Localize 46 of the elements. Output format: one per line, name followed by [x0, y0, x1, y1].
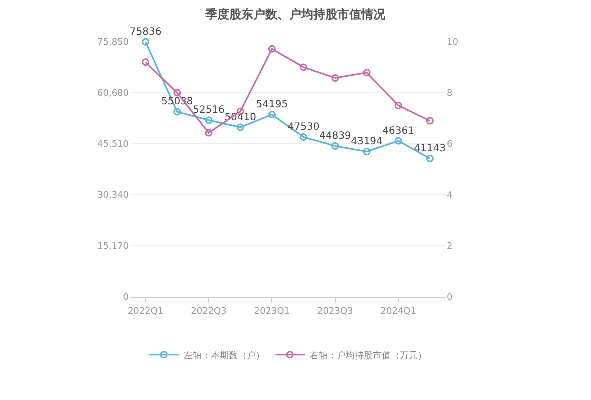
- point: [332, 74, 340, 82]
- y2-tick-label: 4: [447, 191, 453, 202]
- legend-label: 右轴：户均持股市值（万元）: [310, 350, 427, 362]
- point: [174, 108, 182, 116]
- point: [174, 89, 182, 97]
- point: [332, 142, 340, 150]
- point: [268, 45, 276, 53]
- chart-title: 季度股东户数、户均持股市值情况: [204, 7, 386, 22]
- point: [205, 116, 213, 124]
- y2-tick-label: 10: [447, 38, 459, 48]
- x-tick-label: 2022Q3: [191, 306, 227, 317]
- legend-label: 左轴：本期数（户）: [184, 350, 265, 362]
- point: [394, 137, 402, 145]
- point: [236, 124, 244, 132]
- x-tick-label: 2023Q1: [254, 306, 290, 317]
- x-tick-label: 2022Q1: [128, 306, 164, 317]
- data-label: 52516: [193, 105, 225, 116]
- point: [363, 69, 371, 77]
- data-label: 43194: [351, 136, 383, 148]
- y2-tick-label: 0: [447, 293, 453, 304]
- x-tick-label: 2024Q1: [380, 306, 416, 317]
- point: [142, 38, 150, 46]
- point: [300, 133, 308, 141]
- point: [142, 58, 150, 66]
- data-label: 44839: [319, 131, 352, 142]
- y2-tick-label: 6: [447, 140, 453, 150]
- y-tick-label: 75,850: [98, 38, 130, 48]
- data-label: 75836: [130, 26, 162, 38]
- data-label: 41143: [414, 143, 446, 154]
- point: [426, 154, 434, 162]
- y-tick-label: 45,510: [98, 140, 130, 150]
- data-label: 46361: [382, 126, 415, 137]
- point: [426, 117, 434, 125]
- y2-tick-label: 8: [447, 89, 453, 100]
- y-tick-label: 0: [123, 293, 130, 304]
- point: [205, 129, 213, 137]
- point: [394, 102, 402, 110]
- x-tick-label: 2023Q3: [318, 306, 354, 317]
- data-label: 54195: [256, 100, 288, 111]
- y-tick-label: 60,680: [98, 89, 130, 100]
- y-tick-label: 30,340: [98, 191, 130, 202]
- y2-tick-label: 2: [447, 242, 453, 252]
- point: [300, 64, 308, 72]
- point: [268, 111, 276, 119]
- y-tick-label: 15,170: [98, 242, 130, 252]
- point: [363, 148, 371, 156]
